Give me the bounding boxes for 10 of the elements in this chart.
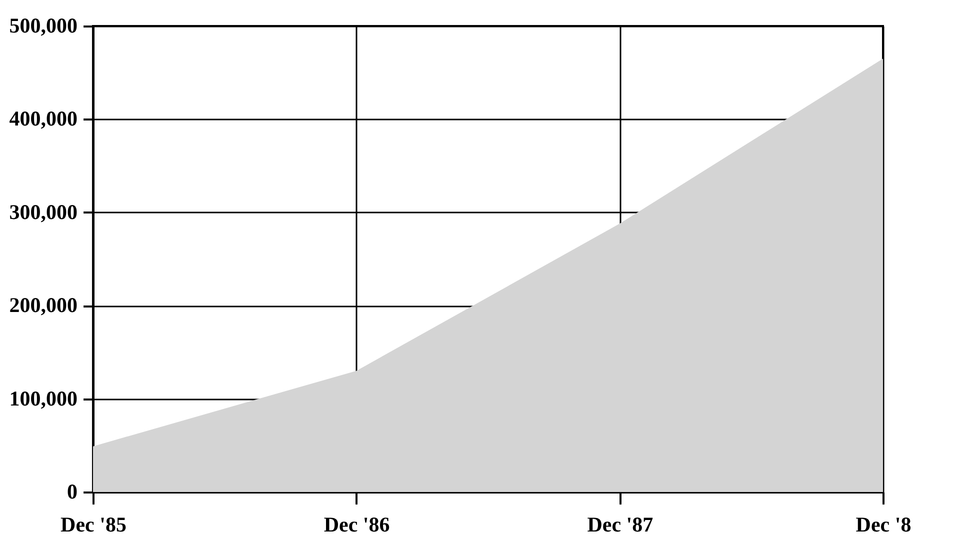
y-tick-label: 300,000: [9, 200, 78, 224]
y-tick-label: 200,000: [9, 293, 78, 318]
y-tick-label: 100,000: [9, 386, 78, 410]
x-tick-label: Dec '86: [324, 512, 390, 536]
y-tick-label: 0: [67, 480, 78, 504]
x-tick-label: Dec '87: [587, 512, 654, 536]
x-tick-label: Dec '8: [856, 512, 912, 536]
x-tick-label: Dec '85: [60, 512, 126, 536]
y-tick-label: 400,000: [9, 106, 78, 131]
y-tick-label: 500,000: [9, 14, 78, 38]
